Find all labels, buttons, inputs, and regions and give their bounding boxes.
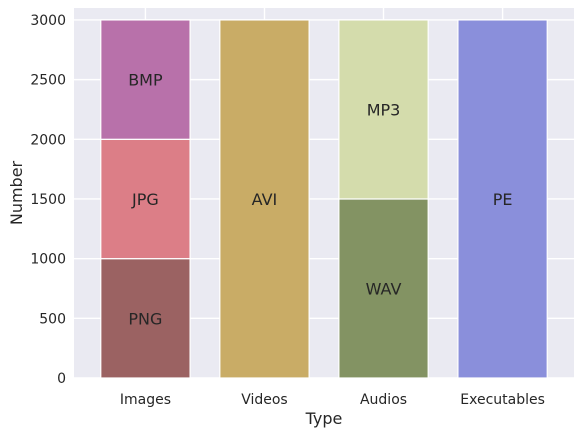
x-tick-labels: Images Videos Audios Executables [120, 392, 545, 408]
y-tick-label: 0 [57, 371, 66, 387]
bar-segment-png [100, 258, 191, 379]
segment-label-wav: WAV [366, 279, 402, 298]
bar-segment-wav [338, 198, 429, 379]
y-tick-labels: 0 500 1000 1500 2000 2500 3000 [30, 13, 66, 387]
segment-label-bmp: BMP [128, 71, 163, 90]
x-tick-label: Executables [460, 392, 545, 408]
y-tick-label: 3000 [30, 13, 66, 29]
segment-labels: PNG JPG BMP AVI WAV MP3 PE [128, 71, 512, 329]
y-tick-label: 1000 [30, 252, 66, 268]
y-tick-label: 1500 [30, 192, 66, 208]
segment-label-jpg: JPG [131, 190, 159, 209]
segment-label-pe: PE [493, 190, 513, 209]
bar-segment-pe [457, 19, 548, 379]
segment-label-png: PNG [128, 309, 162, 328]
bars [100, 19, 548, 379]
y-tick-label: 2000 [30, 132, 66, 148]
segment-label-mp3: MP3 [367, 100, 401, 119]
bar-segment-mp3 [338, 19, 429, 200]
bar-segment-avi [219, 19, 310, 379]
y-axis-title: Number [7, 160, 26, 225]
y-tick-label: 500 [39, 311, 66, 327]
y-tick-label: 2500 [30, 73, 66, 89]
bar-segment-bmp [100, 19, 191, 140]
x-tick-label: Audios [360, 392, 407, 408]
segment-label-avi: AVI [252, 190, 278, 209]
x-tick-label: Videos [241, 392, 288, 408]
bar-segment-jpg [100, 138, 191, 260]
x-axis-title: Type [305, 409, 343, 428]
x-tick-label: Images [120, 392, 171, 408]
